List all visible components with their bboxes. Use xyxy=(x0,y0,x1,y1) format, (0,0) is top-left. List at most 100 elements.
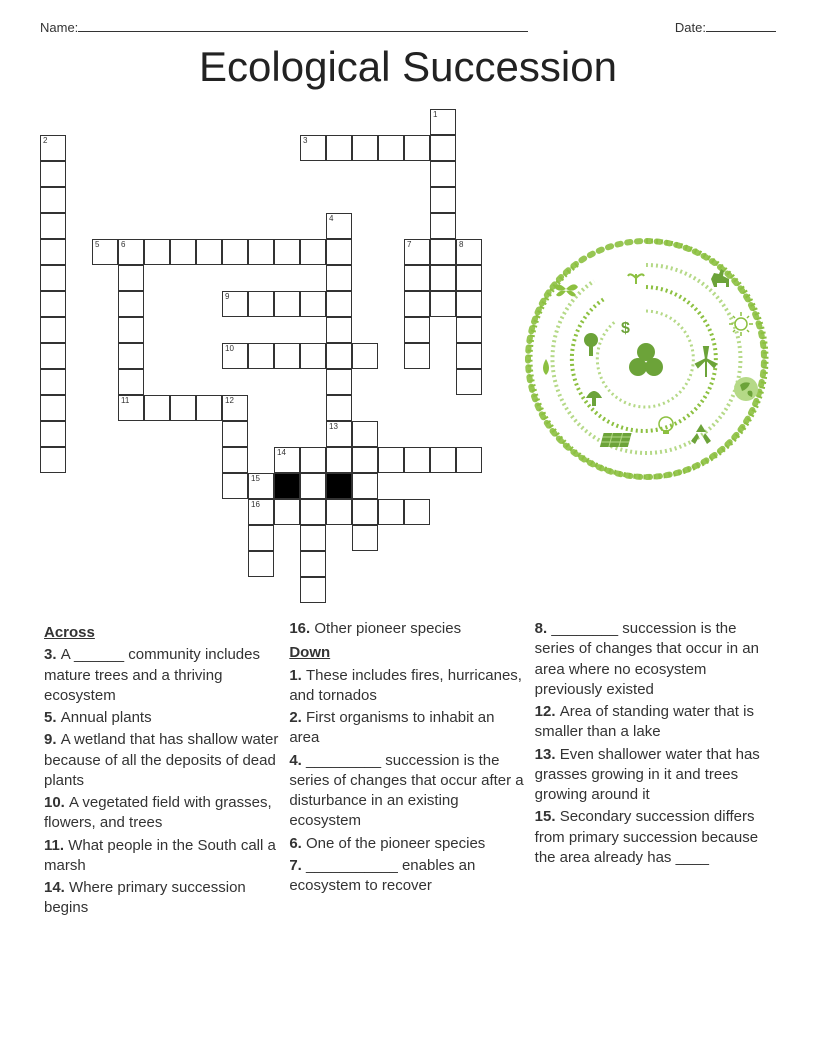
crossword-cell[interactable] xyxy=(274,343,300,369)
crossword-cell[interactable] xyxy=(118,291,144,317)
crossword-cell[interactable]: 16 xyxy=(248,499,274,525)
crossword-cell[interactable] xyxy=(222,447,248,473)
crossword-cell[interactable] xyxy=(326,447,352,473)
crossword-cell[interactable] xyxy=(40,213,66,239)
crossword-cell[interactable] xyxy=(170,239,196,265)
crossword-cell[interactable] xyxy=(378,499,404,525)
crossword-cell[interactable] xyxy=(222,473,248,499)
crossword-cell[interactable] xyxy=(456,343,482,369)
crossword-cell[interactable]: 11 xyxy=(118,395,144,421)
crossword-cell[interactable] xyxy=(326,395,352,421)
crossword-cell[interactable] xyxy=(274,499,300,525)
crossword-cell[interactable] xyxy=(222,239,248,265)
crossword-cell[interactable] xyxy=(248,551,274,577)
crossword-cell[interactable] xyxy=(274,239,300,265)
crossword-cell[interactable] xyxy=(274,291,300,317)
crossword-cell[interactable] xyxy=(248,343,274,369)
crossword-cell[interactable] xyxy=(326,239,352,265)
crossword-cell[interactable] xyxy=(300,239,326,265)
crossword-cell[interactable] xyxy=(404,447,430,473)
crossword-cell[interactable]: 14 xyxy=(274,447,300,473)
crossword-cell[interactable] xyxy=(40,239,66,265)
date-field[interactable]: Date: xyxy=(675,20,776,35)
crossword-cell[interactable] xyxy=(118,343,144,369)
crossword-cell[interactable] xyxy=(404,499,430,525)
crossword-cell[interactable] xyxy=(170,395,196,421)
crossword-cell[interactable] xyxy=(456,317,482,343)
crossword-cell[interactable] xyxy=(430,265,456,291)
crossword-cell[interactable] xyxy=(430,135,456,161)
date-input-line[interactable] xyxy=(706,31,776,32)
crossword-cell[interactable] xyxy=(430,239,456,265)
crossword-cell[interactable] xyxy=(300,473,326,499)
crossword-cell[interactable] xyxy=(456,447,482,473)
crossword-cell[interactable] xyxy=(326,317,352,343)
crossword-cell[interactable] xyxy=(326,343,352,369)
crossword-cell[interactable] xyxy=(326,291,352,317)
crossword-cell[interactable] xyxy=(326,135,352,161)
crossword-cell[interactable] xyxy=(40,161,66,187)
crossword-cell[interactable] xyxy=(40,265,66,291)
crossword-cell[interactable] xyxy=(40,291,66,317)
crossword-cell[interactable] xyxy=(248,291,274,317)
crossword-cell[interactable] xyxy=(300,499,326,525)
crossword-cell[interactable] xyxy=(144,395,170,421)
crossword-cell[interactable] xyxy=(196,239,222,265)
crossword-cell[interactable] xyxy=(40,343,66,369)
crossword-cell[interactable]: 3 xyxy=(300,135,326,161)
crossword-cell[interactable]: 2 xyxy=(40,135,66,161)
crossword-cell[interactable] xyxy=(352,421,378,447)
crossword-cell[interactable] xyxy=(352,135,378,161)
crossword-cell[interactable] xyxy=(456,291,482,317)
crossword-cell[interactable] xyxy=(144,239,170,265)
crossword-cell[interactable] xyxy=(222,421,248,447)
crossword-cell[interactable] xyxy=(404,317,430,343)
crossword-cell[interactable] xyxy=(430,161,456,187)
crossword-cell[interactable] xyxy=(326,265,352,291)
crossword-cell[interactable] xyxy=(248,525,274,551)
crossword-cell[interactable] xyxy=(430,447,456,473)
crossword-cell[interactable]: 12 xyxy=(222,395,248,421)
crossword-cell[interactable]: 5 xyxy=(92,239,118,265)
crossword-cell[interactable] xyxy=(326,499,352,525)
crossword-cell[interactable] xyxy=(248,239,274,265)
crossword-cell[interactable] xyxy=(40,395,66,421)
crossword-cell[interactable] xyxy=(352,447,378,473)
crossword-cell[interactable]: 4 xyxy=(326,213,352,239)
crossword-cell[interactable] xyxy=(404,265,430,291)
crossword-cell[interactable] xyxy=(378,135,404,161)
crossword-cell[interactable] xyxy=(352,525,378,551)
crossword-cell[interactable] xyxy=(118,265,144,291)
crossword-cell[interactable] xyxy=(40,187,66,213)
crossword-cell[interactable] xyxy=(404,291,430,317)
crossword-cell[interactable] xyxy=(326,369,352,395)
crossword-cell[interactable] xyxy=(300,577,326,603)
crossword-cell[interactable] xyxy=(300,525,326,551)
crossword-cell[interactable] xyxy=(404,343,430,369)
crossword-cell[interactable] xyxy=(40,421,66,447)
crossword-cell[interactable]: 8 xyxy=(456,239,482,265)
crossword-cell[interactable]: 1 xyxy=(430,109,456,135)
crossword-cell[interactable] xyxy=(40,369,66,395)
crossword-cell[interactable] xyxy=(430,213,456,239)
name-input-line[interactable] xyxy=(78,31,528,32)
crossword-cell[interactable]: 9 xyxy=(222,291,248,317)
crossword-cell[interactable] xyxy=(352,473,378,499)
crossword-cell[interactable] xyxy=(352,343,378,369)
crossword-cell[interactable]: 7 xyxy=(404,239,430,265)
crossword-cell[interactable]: 13 xyxy=(326,421,352,447)
crossword-cell[interactable] xyxy=(456,265,482,291)
name-field[interactable]: Name: xyxy=(40,20,528,35)
crossword-cell[interactable] xyxy=(352,499,378,525)
crossword-cell[interactable]: 10 xyxy=(222,343,248,369)
crossword-cell[interactable] xyxy=(430,291,456,317)
crossword-cell[interactable] xyxy=(40,317,66,343)
crossword-cell[interactable] xyxy=(118,317,144,343)
crossword-cell[interactable] xyxy=(300,447,326,473)
crossword-cell[interactable] xyxy=(40,447,66,473)
crossword-cell[interactable] xyxy=(300,551,326,577)
crossword-cell[interactable] xyxy=(456,369,482,395)
crossword-cell[interactable] xyxy=(430,187,456,213)
crossword-cell[interactable] xyxy=(300,343,326,369)
crossword-cell[interactable] xyxy=(118,369,144,395)
